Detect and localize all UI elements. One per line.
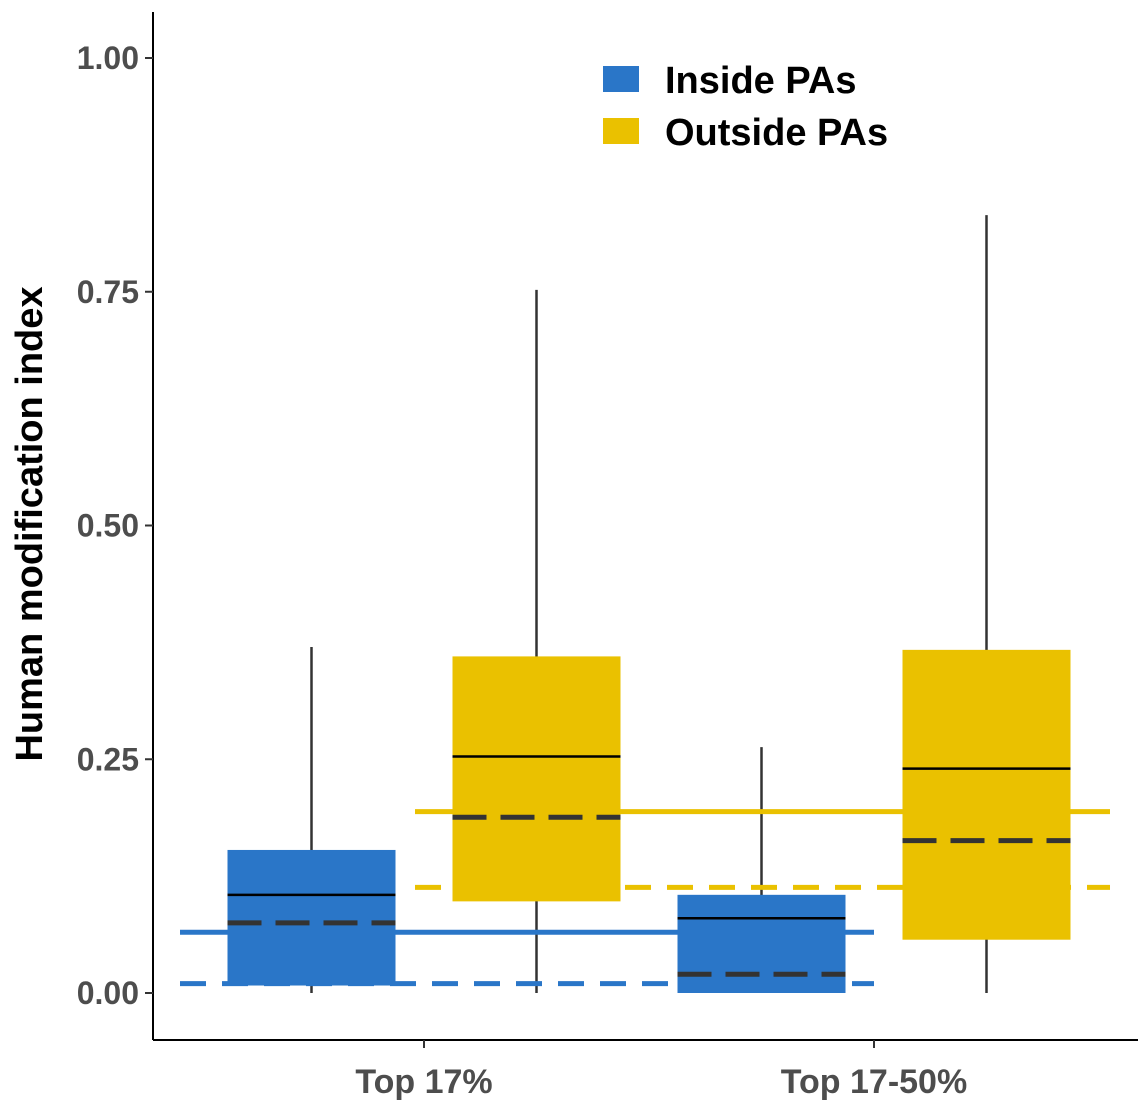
- x-tick-label: Top 17-50%: [781, 1063, 967, 1100]
- boxes-layer: [227, 215, 1071, 993]
- legend-label: Inside PAs: [665, 60, 856, 102]
- y-ticks-layer: 0.00 0.25 0.50 0.75 1.00: [77, 40, 153, 1011]
- box: [452, 656, 621, 902]
- box: [677, 894, 846, 993]
- box: [902, 649, 1071, 940]
- box: [227, 849, 396, 986]
- x-tick-label: Top 17%: [355, 1063, 492, 1100]
- y-tick-label: 1.00: [77, 40, 139, 76]
- legend-swatch: [603, 118, 639, 144]
- y-tick-label: 0.75: [77, 274, 139, 310]
- reference-lines-layer: [180, 809, 1110, 987]
- legend-label: Outside PAs: [665, 112, 888, 154]
- y-axis-title: Human modification index: [9, 286, 51, 761]
- y-tick-label: 0.25: [77, 741, 139, 777]
- legend: Inside PAs Outside PAs: [603, 60, 888, 154]
- x-ticks-layer: Top 17% Top 17-50%: [355, 1040, 967, 1100]
- y-tick-label: 0.50: [77, 508, 139, 544]
- y-tick-label: 0.00: [77, 975, 139, 1011]
- legend-swatch: [603, 66, 639, 92]
